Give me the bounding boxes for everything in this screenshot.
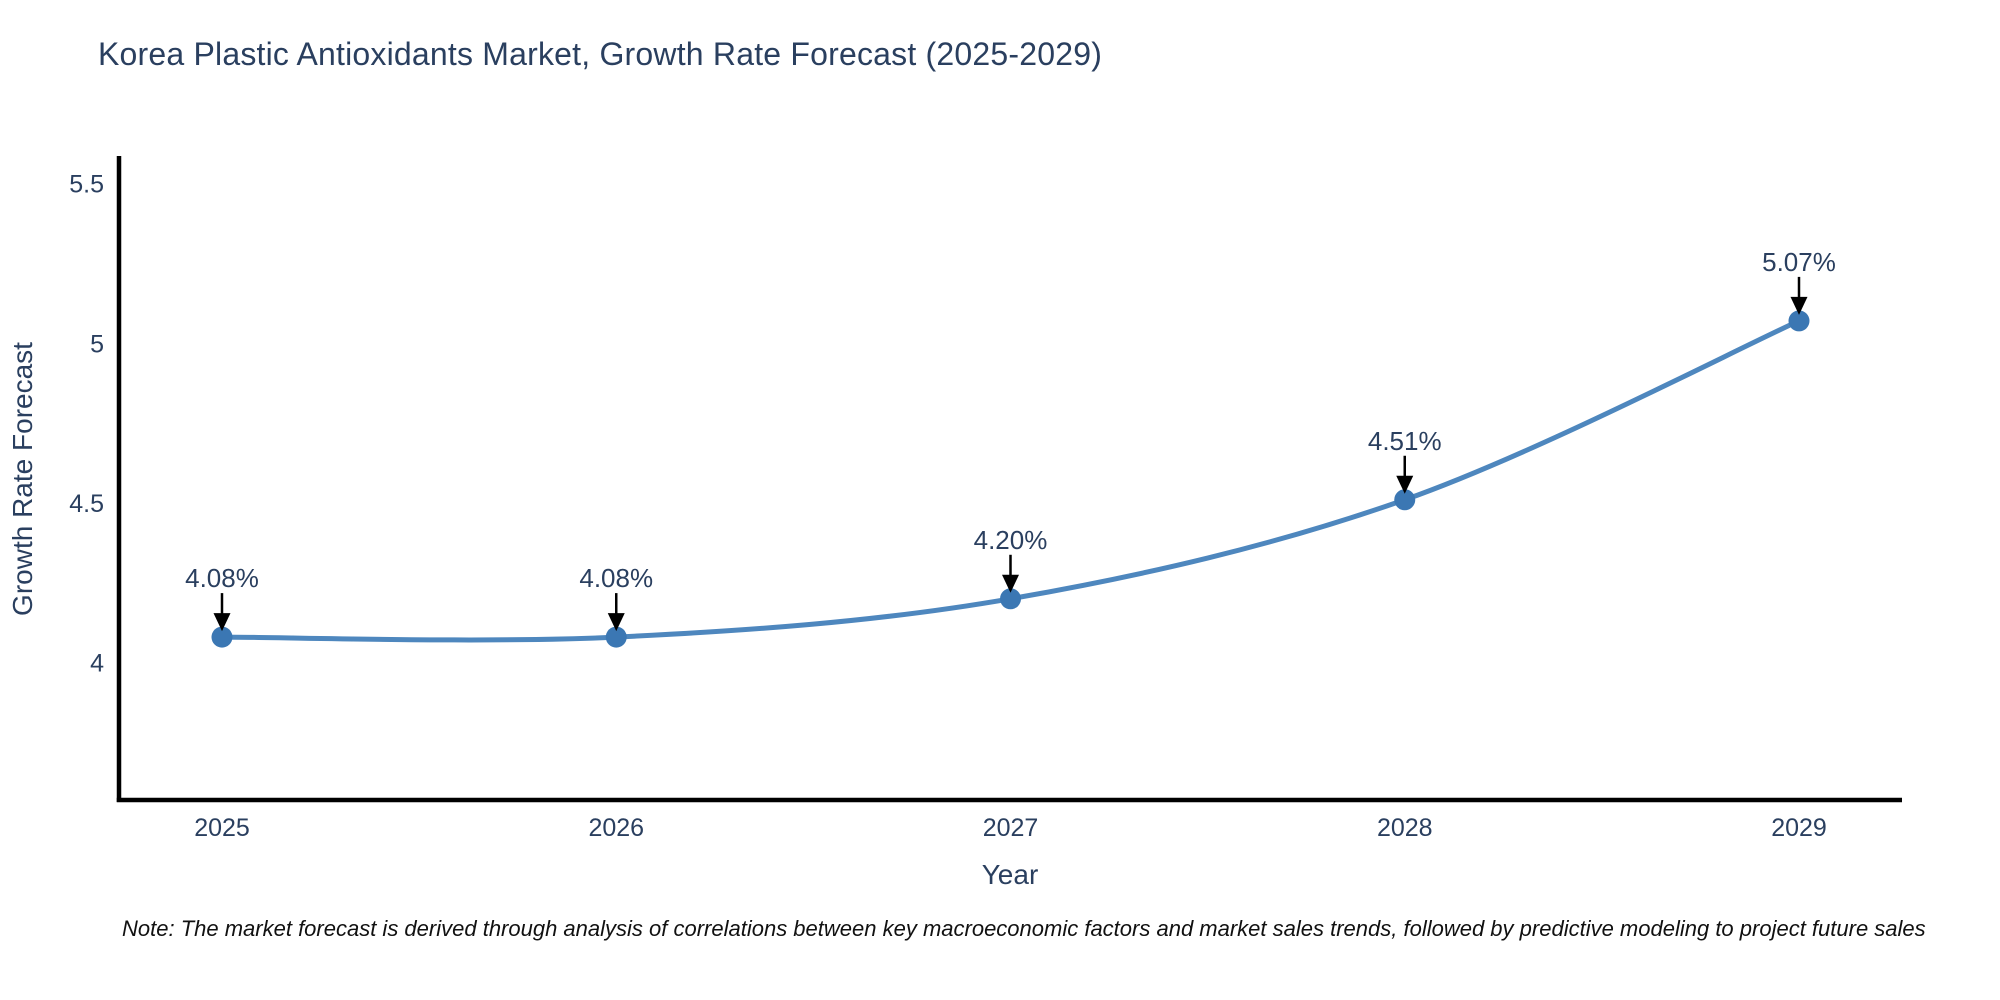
y-tick-label: 5.5 [69, 171, 104, 199]
x-tick-label: 2027 [983, 814, 1039, 842]
data-point-marker[interactable] [1000, 588, 1021, 610]
data-point-label: 4.08% [579, 563, 653, 593]
data-point-label: 4.08% [185, 563, 259, 593]
y-axis-title: Growth Rate Forecast [7, 342, 38, 616]
footnote-text: Note: The market forecast is derived thr… [122, 916, 1926, 941]
annotation-arrowhead-icon [607, 613, 625, 632]
x-tick-label: 2025 [194, 814, 250, 842]
data-point-label: 4.20% [974, 525, 1048, 555]
data-point-marker[interactable] [1788, 310, 1810, 332]
data-point-marker[interactable] [1394, 489, 1416, 511]
y-axis-tick-labels: 4 4.5 5 5.5 [69, 171, 104, 678]
chart-title: Korea Plastic Antioxidants Market, Growt… [98, 36, 1103, 72]
x-tick-label: 2029 [1771, 814, 1827, 842]
y-tick-label: 4.5 [69, 490, 104, 518]
data-point-marker[interactable] [211, 626, 233, 648]
annotation-arrowhead-icon [1002, 574, 1019, 593]
data-point-label: 4.51% [1368, 426, 1442, 456]
x-tick-label: 2028 [1377, 814, 1433, 842]
data-point-marker[interactable] [605, 626, 627, 648]
annotation-layer: 4.08% 4.08% 4.20% 4.51% 5.07% [185, 247, 1836, 632]
data-point-label: 5.07% [1762, 247, 1836, 277]
annotation-arrowhead-icon [1396, 475, 1414, 494]
y-tick-label: 4 [90, 650, 104, 678]
x-axis-tick-labels: 2025 2026 2027 2028 2029 [194, 814, 1827, 842]
x-axis-title: Year [982, 859, 1039, 890]
x-tick-label: 2026 [588, 814, 644, 842]
annotation-arrowhead-icon [1790, 296, 1808, 315]
y-tick-label: 5 [90, 330, 104, 358]
series-layer [211, 310, 1810, 648]
annotation-arrowhead-icon [213, 613, 231, 632]
